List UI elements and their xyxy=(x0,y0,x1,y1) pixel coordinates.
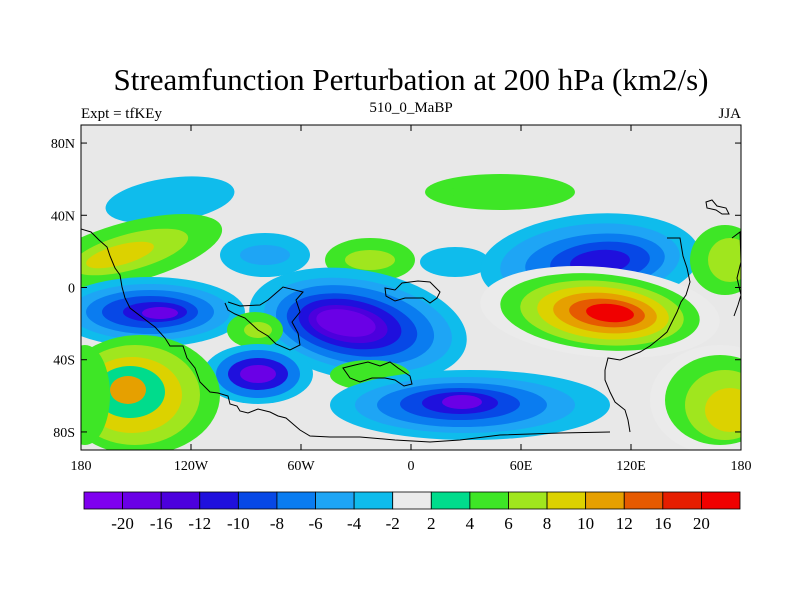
lon-tick-label: 180 xyxy=(731,459,752,474)
figure-title: Streamfunction Perturbation at 200 hPa (… xyxy=(114,62,709,97)
colorbar-label: -2 xyxy=(386,514,400,533)
longitude-axis: 180 120W 60W 0 60E 120E 180 xyxy=(71,125,752,474)
colorbar-label: 8 xyxy=(543,514,552,533)
contour-region xyxy=(240,245,290,265)
colorbar-swatch xyxy=(430,491,471,510)
lat-tick-label: 40S xyxy=(53,354,75,369)
lat-tick-label: 40N xyxy=(51,209,75,224)
lat-tick-label: 0 xyxy=(68,282,75,297)
colorbar-label: 4 xyxy=(466,514,475,533)
contour-region xyxy=(708,238,741,282)
contour-region xyxy=(105,176,235,224)
lat-tick-label: 80S xyxy=(53,426,75,441)
season-label: JJA xyxy=(718,106,741,122)
lon-tick-label: 60W xyxy=(287,459,315,474)
lon-tick-label: 180 xyxy=(71,459,92,474)
case-label: 510_0_MaBP xyxy=(369,100,452,116)
colorbar-label: -16 xyxy=(150,514,173,533)
colorbar-swatch xyxy=(160,491,201,510)
colorbar-swatch xyxy=(623,491,664,510)
contour-region xyxy=(442,395,482,409)
lon-tick-label: 120W xyxy=(174,459,209,474)
colorbar-swatch xyxy=(662,491,702,510)
colorbar-label: -8 xyxy=(270,514,284,533)
colorbar-label: 2 xyxy=(427,514,436,533)
contour-fill-layer xyxy=(81,174,741,450)
coastline-layer xyxy=(81,199,741,443)
coastline-americas xyxy=(81,228,611,443)
contour-region xyxy=(316,309,376,337)
contour-region xyxy=(110,376,146,404)
latitude-axis: 80N 40N 0 40S 80S xyxy=(51,137,741,441)
coastline-south-atlantic xyxy=(342,361,413,387)
colorbar-label: -10 xyxy=(227,514,250,533)
coastline-maritime xyxy=(731,231,741,317)
contour-region xyxy=(81,345,110,445)
colorbar-swatch xyxy=(237,491,278,510)
colorbar-swatch xyxy=(701,491,741,510)
colorbar-swatch xyxy=(508,491,548,510)
map-plot: 80N 40N 0 40S 80S 180 120W 60W 0 60E 120E 180 xyxy=(51,124,752,474)
colorbar-swatch xyxy=(83,491,123,510)
contour-region xyxy=(705,388,741,432)
colorbar-swatch xyxy=(546,491,587,510)
colorbar-swatch xyxy=(199,491,239,510)
colorbar-label: 20 xyxy=(693,514,710,533)
colorbar-swatch xyxy=(122,491,162,510)
coastline-central-america xyxy=(224,286,304,351)
contour-region xyxy=(450,182,550,202)
colorbar-label: 6 xyxy=(504,514,513,533)
contour-region xyxy=(420,247,490,277)
contour-region xyxy=(86,241,154,269)
colorbar-swatch xyxy=(315,491,355,510)
contour-region xyxy=(142,307,178,319)
colorbar-swatch xyxy=(392,491,432,510)
lat-tick-label: 80N xyxy=(51,137,75,152)
colorbar-label: -20 xyxy=(111,514,134,533)
colorbar-label: -4 xyxy=(347,514,362,533)
colorbar-swatch xyxy=(469,491,509,510)
colorbar-swatch xyxy=(353,491,394,510)
lon-tick-label: 0 xyxy=(408,459,415,474)
coastline-asia xyxy=(604,237,691,433)
lon-tick-label: 60E xyxy=(510,459,533,474)
experiment-label: Expt = tfKEy xyxy=(81,106,162,122)
colorbar-label: 12 xyxy=(616,514,633,533)
colorbar-label: 16 xyxy=(654,514,671,533)
coastline-africa xyxy=(384,280,441,304)
contour-region xyxy=(240,365,276,383)
colorbar-label: -12 xyxy=(188,514,211,533)
contour-region xyxy=(345,250,395,270)
colorbar-label: -6 xyxy=(308,514,322,533)
colorbar-label: 10 xyxy=(577,514,594,533)
coastline-japan xyxy=(705,199,730,215)
lon-tick-label: 120E xyxy=(616,459,646,474)
contour-region xyxy=(586,303,634,323)
colorbar-swatch xyxy=(585,491,625,510)
colorbar: -20 -16 -12 -10 -8 -6 -4 -2 2 4 6 8 10 12 16 20 xyxy=(83,491,741,533)
colorbar-swatch xyxy=(276,491,316,510)
